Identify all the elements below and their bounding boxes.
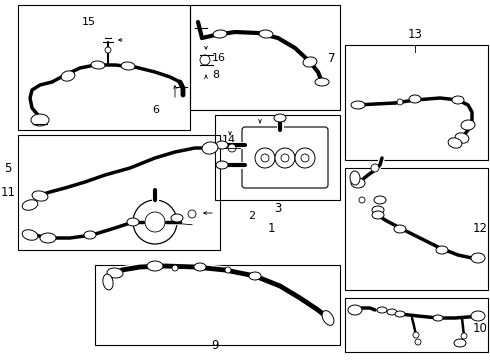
Bar [345, 298, 488, 352]
Bar [95, 265, 340, 345]
Circle shape [261, 154, 269, 162]
Bar [345, 168, 488, 290]
Circle shape [295, 148, 315, 168]
Circle shape [275, 148, 295, 168]
Ellipse shape [448, 138, 462, 148]
Ellipse shape [91, 61, 105, 69]
Ellipse shape [322, 311, 334, 325]
Bar [345, 45, 488, 160]
Circle shape [145, 212, 165, 232]
Circle shape [105, 47, 111, 53]
Ellipse shape [127, 218, 139, 226]
Circle shape [359, 197, 365, 203]
Ellipse shape [372, 211, 384, 219]
Ellipse shape [121, 62, 135, 70]
Text: 14: 14 [222, 135, 236, 145]
Circle shape [225, 267, 231, 273]
Ellipse shape [394, 225, 406, 233]
Text: 15: 15 [82, 17, 96, 27]
Ellipse shape [84, 231, 96, 239]
FancyBboxPatch shape [242, 127, 328, 188]
Ellipse shape [40, 233, 56, 243]
Ellipse shape [377, 307, 387, 313]
Circle shape [415, 339, 421, 345]
Ellipse shape [455, 133, 469, 143]
Circle shape [188, 210, 196, 218]
Circle shape [200, 55, 210, 65]
Text: 3: 3 [274, 202, 282, 215]
Bar [18, 5, 190, 130]
Ellipse shape [171, 214, 183, 222]
Ellipse shape [147, 261, 163, 271]
Ellipse shape [471, 311, 485, 321]
Ellipse shape [61, 71, 75, 81]
Text: 7: 7 [327, 51, 335, 64]
Circle shape [301, 154, 309, 162]
Circle shape [461, 333, 467, 339]
Ellipse shape [31, 114, 49, 126]
Text: 6: 6 [152, 105, 159, 115]
Circle shape [172, 265, 178, 271]
Circle shape [133, 200, 177, 244]
Ellipse shape [409, 95, 421, 103]
Bar [215, 115, 340, 200]
Text: 10: 10 [473, 321, 488, 334]
Ellipse shape [216, 161, 228, 169]
Text: 1: 1 [268, 221, 275, 234]
Text: 12: 12 [473, 221, 488, 234]
Ellipse shape [372, 206, 384, 214]
Circle shape [255, 148, 275, 168]
Ellipse shape [22, 200, 38, 210]
Ellipse shape [351, 101, 365, 109]
Text: 11: 11 [0, 185, 16, 198]
Circle shape [413, 332, 419, 338]
Ellipse shape [348, 305, 362, 315]
Ellipse shape [471, 253, 485, 263]
Circle shape [397, 99, 403, 105]
Text: 13: 13 [408, 28, 422, 41]
Ellipse shape [452, 96, 464, 104]
Circle shape [281, 154, 289, 162]
Circle shape [371, 164, 379, 172]
Ellipse shape [315, 78, 329, 86]
Ellipse shape [436, 246, 448, 254]
Circle shape [228, 144, 236, 152]
Text: 16: 16 [212, 53, 226, 63]
Ellipse shape [32, 191, 48, 201]
Ellipse shape [433, 315, 443, 321]
Text: 4: 4 [278, 115, 285, 125]
Ellipse shape [216, 141, 228, 149]
Ellipse shape [103, 274, 113, 290]
Text: 8: 8 [212, 70, 219, 80]
Ellipse shape [194, 263, 206, 271]
Ellipse shape [374, 196, 386, 204]
Ellipse shape [303, 57, 317, 67]
Ellipse shape [461, 120, 475, 130]
Bar [190, 5, 340, 110]
Ellipse shape [274, 114, 286, 122]
Ellipse shape [22, 230, 38, 240]
Ellipse shape [350, 171, 360, 185]
Text: 5: 5 [4, 162, 12, 175]
Ellipse shape [202, 142, 218, 154]
Text: 9: 9 [211, 339, 219, 352]
Ellipse shape [107, 268, 123, 278]
Ellipse shape [259, 30, 273, 38]
Ellipse shape [249, 272, 261, 280]
Bar [18, 135, 220, 250]
Ellipse shape [213, 30, 227, 38]
Ellipse shape [395, 311, 405, 317]
Text: 2: 2 [248, 211, 255, 221]
Ellipse shape [454, 339, 466, 347]
Ellipse shape [387, 309, 397, 315]
Ellipse shape [351, 178, 365, 188]
